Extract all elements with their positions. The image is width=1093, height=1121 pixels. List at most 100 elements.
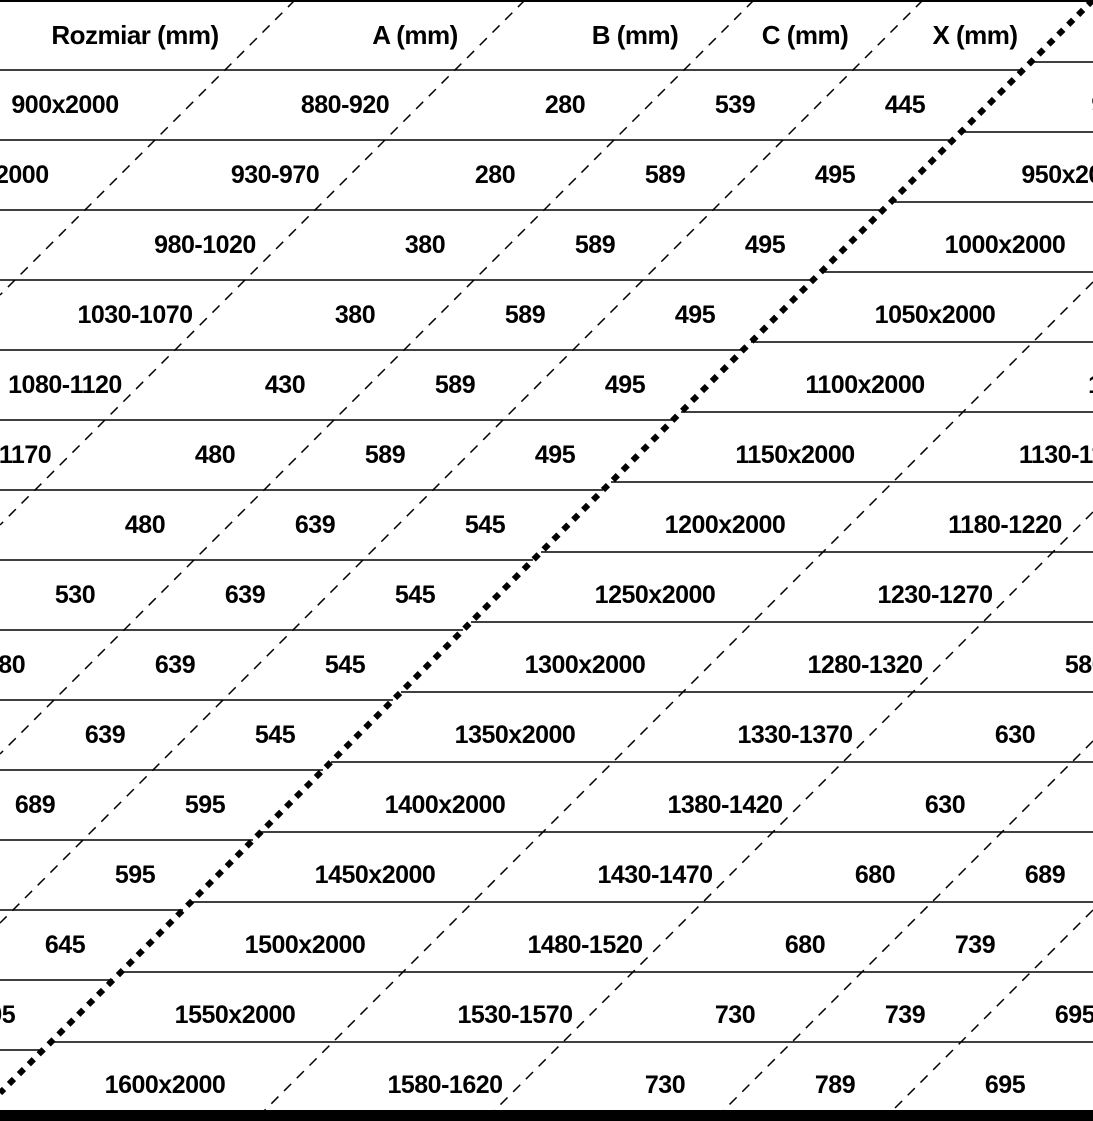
- table-cell: 630: [924, 791, 966, 819]
- table-cell: 545: [324, 651, 366, 679]
- table-cell: 930-970: [230, 161, 320, 189]
- table-cell: 1230-1270: [877, 581, 993, 609]
- row-segment: Rozmiar (mm) A (mm) B (mm) C (mm) X (mm): [0, 0, 1080, 70]
- table-cell: 1480-1520: [527, 931, 643, 959]
- table-row: 900x2000880-920280539445900x2000880-9202…: [0, 70, 1093, 140]
- table-cell: 580: [1064, 651, 1093, 679]
- table-cell: 1530-1570: [457, 1001, 573, 1029]
- table-cell: 1250x2000: [594, 581, 716, 609]
- table-cell: 445: [884, 91, 926, 119]
- table-cell: 1050x2000: [874, 301, 996, 329]
- table-cell: 680: [784, 931, 826, 959]
- table-cell: 1450x2000: [314, 861, 436, 889]
- table-cell: 589: [574, 231, 616, 259]
- row-segment: 950x2000 930-970 280 589 495: [0, 140, 940, 210]
- table-cell: 739: [954, 931, 996, 959]
- table-cell: 1130-1170: [1018, 441, 1093, 469]
- table-cell: 1000x2000: [944, 231, 1066, 259]
- table-cell: 495: [674, 301, 716, 329]
- table-cell: 539: [714, 91, 756, 119]
- table-cell: 480: [194, 441, 236, 469]
- table-cell: 1550x2000: [174, 1001, 296, 1029]
- table-cell: 950x2000: [1021, 161, 1093, 189]
- table-cell: 980-1020: [154, 231, 256, 259]
- table-cell: 495: [744, 231, 786, 259]
- row-segment: 900x2000 880-920 280 539 445: [0, 70, 1010, 140]
- table-row: 950x2000930-970280589495950x2000930-9702…: [0, 140, 1093, 210]
- table-cell: 1400x2000: [384, 791, 506, 819]
- table-cell: 1200x2000: [664, 511, 786, 539]
- table-cell: 595: [184, 791, 226, 819]
- table-cell: 680: [854, 861, 896, 889]
- wrapped-row-segment: 1550x2000 1530-1570 730 739 695: [100, 980, 1093, 1050]
- table-cell: 880-920: [300, 91, 390, 119]
- table-cell: 380: [404, 231, 446, 259]
- table-row: 1550x20001530-15707307396951550x20001530…: [0, 980, 1093, 1050]
- table-cell: 1180-1220: [948, 511, 1062, 539]
- table-cell: 589: [434, 371, 476, 399]
- table-cell: 1030-1070: [77, 301, 193, 329]
- table-cell: 730: [714, 1001, 756, 1029]
- table-cell: 495: [814, 161, 856, 189]
- table-cell: 589: [644, 161, 686, 189]
- table-cell: 639: [84, 721, 126, 749]
- table-cell: 950x2000: [0, 161, 49, 189]
- table-cell: 545: [464, 511, 506, 539]
- table-cell: 630: [994, 721, 1036, 749]
- table-cell: 1080-1120: [1088, 350, 1093, 420]
- table-cell: 645: [44, 931, 86, 959]
- table-cell: 1150x2000: [735, 441, 855, 469]
- table-cell: 495: [534, 441, 576, 469]
- table-cell: 739: [884, 1001, 926, 1029]
- table-cell: 695: [1054, 1001, 1093, 1029]
- table-cell: 430: [264, 371, 306, 399]
- table-cell: 639: [224, 581, 266, 609]
- table-cell: 589: [364, 441, 406, 469]
- table-row: 1100x20001080-11204305894951100x20001080…: [0, 350, 1093, 420]
- table-cell: 1080-1120: [8, 371, 122, 399]
- table-cell: 580: [0, 651, 26, 679]
- table-cell: 545: [254, 721, 296, 749]
- table-cell: 639: [294, 511, 336, 539]
- table-cell: 280: [474, 161, 516, 189]
- table-cell: 1500x2000: [244, 931, 366, 959]
- table-cell: 689: [1024, 861, 1066, 889]
- table-cell: 280: [544, 91, 586, 119]
- table-row: 1000x2000980-10203805894951000x2000980-1…: [0, 210, 1093, 280]
- table-cell: 1280-1320: [807, 651, 923, 679]
- column-header: X (mm): [932, 20, 1018, 50]
- table-cell: 530: [54, 581, 96, 609]
- table-cell: 639: [154, 651, 196, 679]
- table-bottom-edge: [0, 1110, 1093, 1121]
- table-header-row: Rozmiar (mm) A (mm) B (mm) C (mm) X (mm): [0, 0, 1093, 70]
- table-cell: 1100x2000: [805, 371, 925, 399]
- table-cell: 1380-1420: [667, 791, 783, 819]
- table-cell: 1330-1370: [737, 721, 853, 749]
- table-cell: 1130-1170: [0, 441, 52, 469]
- table-row: 1200x20001180-12204806395451200x20001180…: [0, 490, 1093, 560]
- table-cell: 695: [0, 1001, 16, 1029]
